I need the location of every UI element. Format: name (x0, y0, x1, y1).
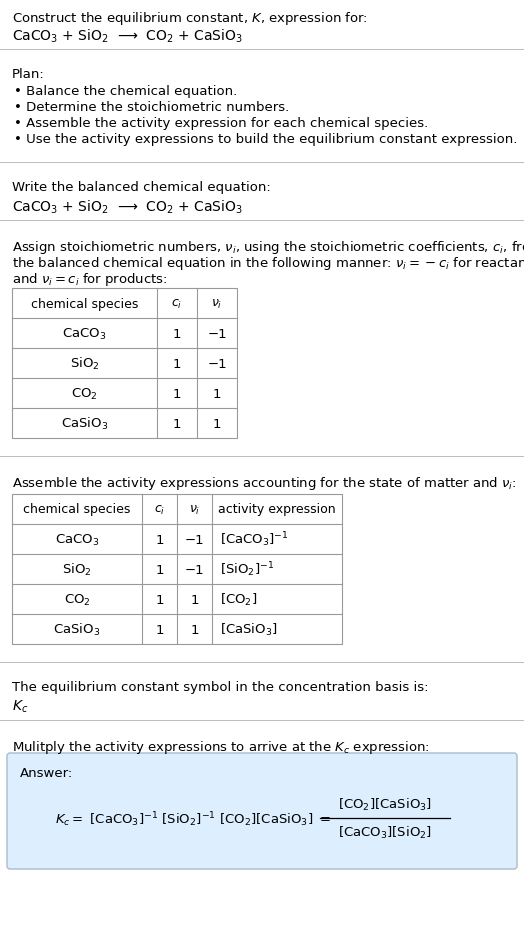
Text: Plan:: Plan: (12, 68, 45, 81)
Text: SiO$_2$: SiO$_2$ (62, 562, 92, 578)
Text: [CaCO$_3$][SiO$_2$]: [CaCO$_3$][SiO$_2$] (338, 824, 432, 841)
Text: 1: 1 (173, 387, 181, 400)
Text: and $\nu_i = c_i$ for products:: and $\nu_i = c_i$ for products: (12, 270, 168, 288)
Text: $K_c$: $K_c$ (12, 698, 28, 715)
Text: [CO$_2$][CaSiO$_3$]: [CO$_2$][CaSiO$_3$] (338, 796, 432, 812)
Text: −1: −1 (207, 327, 227, 340)
Text: 1: 1 (155, 533, 163, 545)
Text: 1: 1 (190, 593, 199, 605)
Text: [CO$_2$]: [CO$_2$] (220, 591, 257, 607)
Text: 1: 1 (173, 327, 181, 340)
Text: Assemble the activity expressions accounting for the state of matter and $\nu_i$: Assemble the activity expressions accoun… (12, 474, 517, 491)
Text: 1: 1 (155, 563, 163, 576)
Text: Assign stoichiometric numbers, $\nu_i$, using the stoichiometric coefficients, $: Assign stoichiometric numbers, $\nu_i$, … (12, 239, 524, 256)
Text: Answer:: Answer: (20, 766, 73, 779)
Text: 1: 1 (190, 623, 199, 636)
Text: SiO$_2$: SiO$_2$ (70, 356, 99, 371)
Text: 1: 1 (155, 593, 163, 605)
Text: CO$_2$: CO$_2$ (71, 387, 98, 401)
Text: CaCO$_3$ + SiO$_2$  ⟶  CO$_2$ + CaSiO$_3$: CaCO$_3$ + SiO$_2$ ⟶ CO$_2$ + CaSiO$_3$ (12, 28, 243, 46)
Text: • Assemble the activity expression for each chemical species.: • Assemble the activity expression for e… (14, 117, 428, 129)
Text: $K_c = $ [CaCO$_3$]$^{-1}$ [SiO$_2$]$^{-1}$ [CO$_2$][CaSiO$_3$] $=$: $K_c = $ [CaCO$_3$]$^{-1}$ [SiO$_2$]$^{-… (55, 809, 331, 827)
Text: [CaSiO$_3$]: [CaSiO$_3$] (220, 622, 278, 638)
Text: Write the balanced chemical equation:: Write the balanced chemical equation: (12, 181, 271, 194)
Text: 1: 1 (213, 417, 221, 430)
Text: Mulitply the activity expressions to arrive at the $K_c$ expression:: Mulitply the activity expressions to arr… (12, 738, 430, 755)
Text: [CaCO$_3$]$^{-1}$: [CaCO$_3$]$^{-1}$ (220, 530, 289, 548)
Text: 1: 1 (173, 417, 181, 430)
Text: 1: 1 (213, 387, 221, 400)
Text: −1: −1 (184, 533, 204, 545)
Text: CaCO$_3$: CaCO$_3$ (55, 532, 99, 547)
Text: CaSiO$_3$: CaSiO$_3$ (53, 622, 101, 638)
Text: the balanced chemical equation in the following manner: $\nu_i = -c_i$ for react: the balanced chemical equation in the fo… (12, 255, 524, 271)
Text: • Balance the chemical equation.: • Balance the chemical equation. (14, 85, 237, 98)
Text: • Use the activity expressions to build the equilibrium constant expression.: • Use the activity expressions to build … (14, 133, 517, 146)
Text: The equilibrium constant symbol in the concentration basis is:: The equilibrium constant symbol in the c… (12, 681, 429, 693)
Text: CO$_2$: CO$_2$ (63, 592, 90, 607)
Text: −1: −1 (207, 357, 227, 370)
Text: [SiO$_2$]$^{-1}$: [SiO$_2$]$^{-1}$ (220, 560, 274, 579)
Text: −1: −1 (184, 563, 204, 576)
Text: $\nu_i$: $\nu_i$ (211, 297, 223, 310)
Text: Construct the equilibrium constant, $K$, expression for:: Construct the equilibrium constant, $K$,… (12, 10, 368, 27)
Text: CaCO$_3$ + SiO$_2$  ⟶  CO$_2$ + CaSiO$_3$: CaCO$_3$ + SiO$_2$ ⟶ CO$_2$ + CaSiO$_3$ (12, 199, 243, 216)
Text: chemical species: chemical species (23, 503, 130, 516)
Text: • Determine the stoichiometric numbers.: • Determine the stoichiometric numbers. (14, 101, 289, 114)
Bar (12, 288, 237, 439)
Text: 1: 1 (155, 623, 163, 636)
Text: 1: 1 (173, 357, 181, 370)
Bar (12, 494, 342, 645)
Text: chemical species: chemical species (31, 297, 138, 310)
Text: CaCO$_3$: CaCO$_3$ (62, 327, 107, 341)
FancyBboxPatch shape (7, 753, 517, 869)
Text: $c_i$: $c_i$ (154, 503, 165, 516)
Text: $\nu_i$: $\nu_i$ (189, 503, 200, 516)
Text: activity expression: activity expression (218, 503, 336, 516)
Text: CaSiO$_3$: CaSiO$_3$ (61, 415, 108, 431)
Text: $c_i$: $c_i$ (171, 297, 183, 310)
